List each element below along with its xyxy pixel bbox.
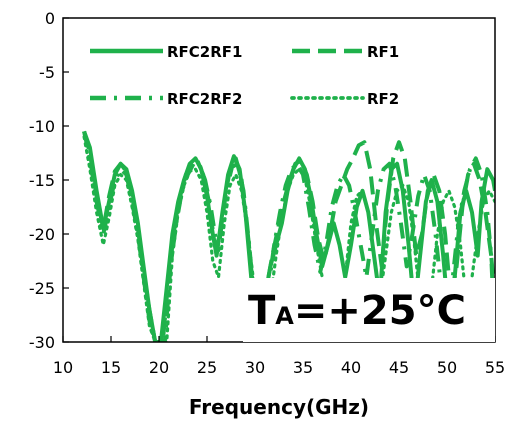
series-line-rf2 — [82, 135, 495, 342]
x-tick-label: 25 — [197, 358, 217, 377]
legend-label-rfc2rf2: RFC2RF2 — [167, 90, 242, 108]
legend-label-rf1: RF1 — [367, 43, 399, 61]
y-tick-label: -15 — [29, 171, 55, 190]
x-tick-label: 45 — [389, 358, 409, 377]
x-tick-label: 15 — [101, 358, 121, 377]
x-tick-label: 50 — [437, 358, 457, 377]
legend: RFC2RF1 RF1 RFC2RF2 RF2 — [90, 43, 399, 108]
x-tick-label: 30 — [245, 358, 265, 377]
y-tick-label: -30 — [29, 333, 55, 352]
x-tick-label: 20 — [149, 358, 169, 377]
legend-label-rfc2rf1: RFC2RF1 — [167, 43, 242, 61]
y-tick-label: -10 — [29, 117, 55, 136]
x-tick-label: 10 — [53, 358, 73, 377]
y-tick-label: -20 — [29, 225, 55, 244]
legend-label-rf2: RF2 — [367, 90, 399, 108]
y-tick-label: -5 — [39, 63, 55, 82]
y-tick-label: 0 — [45, 9, 55, 28]
x-tick-label: 40 — [341, 358, 361, 377]
annotation-background — [243, 278, 495, 342]
x-axis-label: Frequency(GHz) — [189, 395, 369, 419]
series-line-rfc2rf2 — [82, 130, 495, 342]
x-tick-label: 35 — [293, 358, 313, 377]
temperature-annotation: TA=+25°C — [243, 278, 495, 342]
series-layer — [82, 130, 495, 342]
y-tick-label: -25 — [29, 279, 55, 298]
x-tick-label: 55 — [485, 358, 505, 377]
tick-labels: 10 15 20 25 30 35 40 45 50 55 0 -5 -10 -15 -20 -25 -30 — [29, 9, 505, 377]
annotation-text: TA=+25°C — [248, 288, 466, 334]
